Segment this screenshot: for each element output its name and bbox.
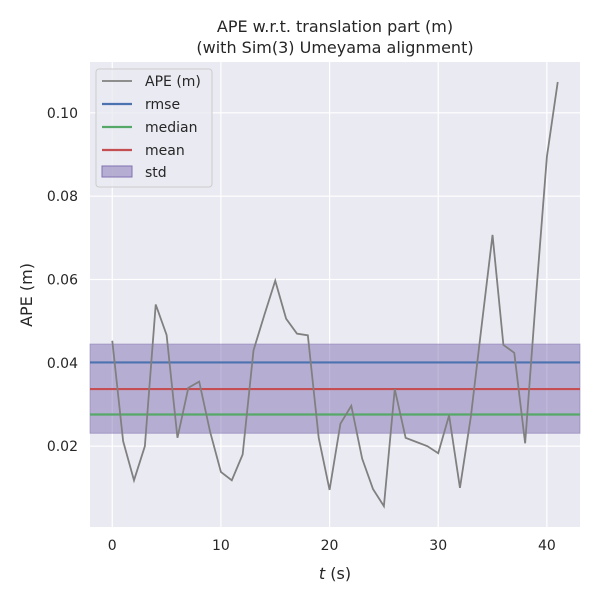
legend-swatch-std <box>102 166 132 177</box>
x-tick-label: 30 <box>429 538 447 554</box>
y-tick-label: 0.04 <box>47 356 78 372</box>
x-axis-label-unit: (s) <box>325 564 351 583</box>
legend-label: std <box>145 165 167 181</box>
legend-label: APE (m) <box>145 74 201 90</box>
x-axis-label: t (s) <box>319 564 351 583</box>
y-tick-label: 0.06 <box>47 273 78 289</box>
legend-label: rmse <box>145 97 180 113</box>
y-axis-label: APE (m) <box>17 263 36 327</box>
x-tick-label: 10 <box>212 538 230 554</box>
legend-label: median <box>145 120 197 136</box>
legend: APE (m) rmse median mean std <box>96 69 212 187</box>
y-tick-label: 0.02 <box>47 439 78 455</box>
y-tick-label: 0.10 <box>47 106 78 122</box>
y-tick-label: 0.08 <box>47 189 78 205</box>
x-tick-label: 40 <box>538 538 556 554</box>
chart-subtitle: (with Sim(3) Umeyama alignment) <box>196 38 473 57</box>
chart-title: APE w.r.t. translation part (m) <box>217 17 453 36</box>
x-tick-label: 20 <box>321 538 339 554</box>
legend-label: mean <box>145 143 185 159</box>
x-tick-label: 0 <box>108 538 117 554</box>
